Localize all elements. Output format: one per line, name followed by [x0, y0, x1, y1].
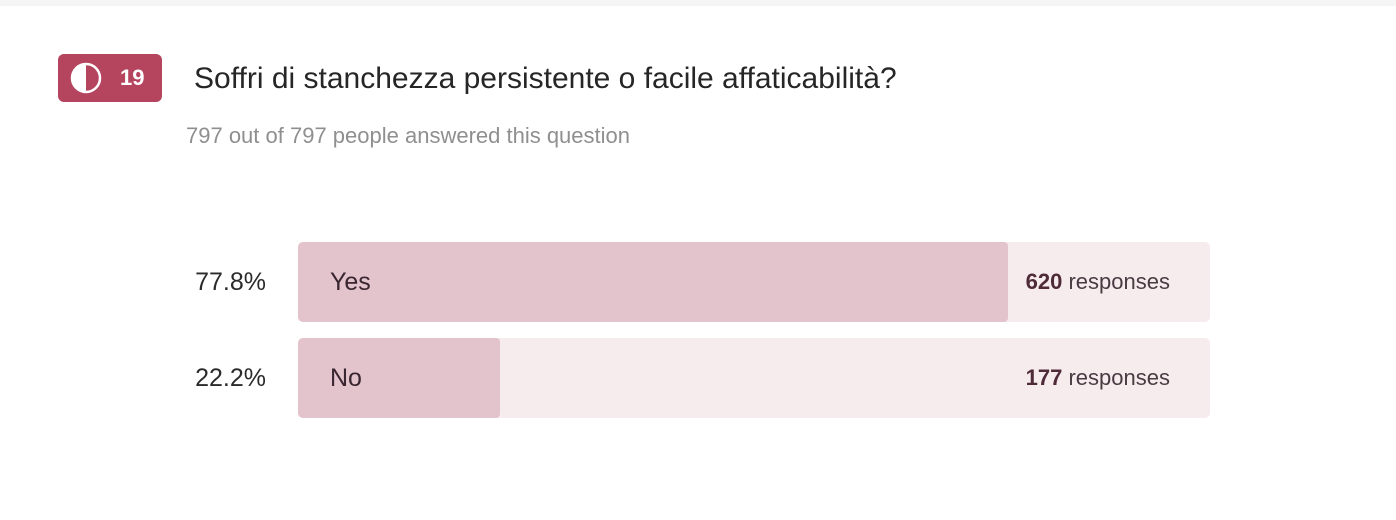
response-count: 620 — [1025, 269, 1063, 294]
option-percent: 22.2% — [195, 364, 266, 392]
option-label: Yes — [330, 268, 371, 296]
answered-count: 797 out of 797 people answered this ques… — [186, 123, 630, 148]
question-number: 19 — [120, 65, 145, 90]
option-bar-track: No 177 responses — [298, 338, 1210, 418]
question-badge: 19 — [58, 54, 162, 102]
option-responses: 620 responses — [1026, 242, 1170, 322]
top-divider — [0, 0, 1396, 6]
option-bar-track: Yes 620 responses — [298, 242, 1210, 322]
half-circle-icon — [70, 62, 102, 94]
response-count: 177 — [1025, 365, 1063, 390]
responses-label: responses — [1068, 365, 1170, 390]
option-bar-fill — [298, 242, 1008, 322]
option-row-no: 22.2% No 177 responses — [0, 338, 1396, 418]
option-percent: 77.8% — [195, 268, 266, 296]
option-row-yes: 77.8% Yes 620 responses — [0, 242, 1396, 322]
question-title: Soffri di stanchezza persistente o facil… — [194, 62, 897, 95]
option-bar-fill — [298, 338, 500, 418]
option-label: No — [330, 364, 362, 392]
option-responses: 177 responses — [1026, 338, 1170, 418]
responses-label: responses — [1068, 269, 1170, 294]
